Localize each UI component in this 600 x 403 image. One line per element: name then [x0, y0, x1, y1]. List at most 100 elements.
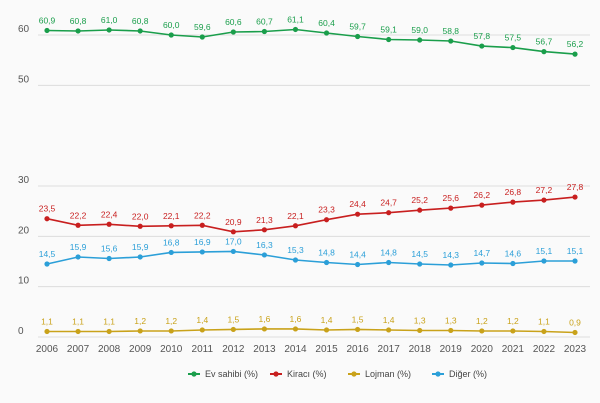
legend-item[interactable]: Ev sahibi (%) [188, 369, 258, 379]
data-point [261, 252, 268, 258]
data-point [386, 259, 392, 266]
data-point [106, 255, 112, 262]
y-tick-label: 60 [18, 24, 30, 35]
data-point [292, 257, 299, 263]
data-point [230, 248, 236, 255]
data-label: 56,2 [567, 39, 584, 49]
data-label: 1,2 [476, 316, 488, 326]
series-group: 60,9 60,8 61,0 60,8 60,0 59,6 60,6 60,7 61,1 60,4… [39, 14, 584, 336]
data-label: 25,2 [411, 195, 428, 205]
data-label: 22,2 [70, 210, 87, 220]
data-label: 57,8 [474, 31, 491, 41]
data-point [44, 27, 50, 34]
data-point [354, 211, 361, 217]
legend-item[interactable]: Lojman (%) [348, 369, 411, 379]
data-point [417, 261, 423, 267]
data-point [572, 258, 578, 264]
legend[interactable]: Ev sahibi (%) Kiracı (%) Lojman (%) Diğer (… [188, 369, 487, 379]
data-label: 1,1 [538, 316, 550, 326]
data-label: 14,3 [442, 250, 459, 260]
y-tick-label: 10 [18, 276, 30, 287]
series-line [46, 196, 576, 233]
data-label: 24,7 [380, 198, 397, 208]
data-label: 15,3 [287, 245, 304, 255]
data-point [137, 223, 143, 229]
data-label: 14,8 [318, 248, 335, 258]
data-label: 1,6 [258, 314, 270, 324]
data-point [510, 328, 516, 334]
data-point [323, 30, 330, 36]
y-axis: 0 10 20 30 50 60 [18, 24, 30, 337]
data-point [137, 254, 143, 260]
data-label: 23,5 [39, 204, 56, 214]
data-label: 24,4 [349, 199, 366, 209]
x-tick-label: 2009 [129, 344, 152, 355]
data-point [479, 43, 485, 49]
data-label: 14,7 [474, 248, 491, 258]
data-point [168, 223, 174, 229]
data-label: 59,6 [194, 22, 211, 32]
data-point [479, 202, 485, 208]
data-point [354, 326, 361, 333]
data-label: 58,8 [442, 26, 459, 36]
data-point [44, 216, 50, 222]
series-line [46, 250, 575, 266]
legend-item[interactable]: Kiracı (%) [270, 369, 327, 379]
data-label: 57,5 [505, 33, 522, 43]
data-point [230, 326, 236, 333]
data-label: 21,3 [256, 215, 273, 225]
data-label: 1,4 [383, 315, 395, 325]
data-label: 20,9 [225, 217, 242, 227]
legend-item[interactable]: Diğer (%) [432, 369, 487, 379]
data-point [106, 221, 112, 227]
series-line [47, 328, 576, 334]
data-label: 60,6 [225, 17, 242, 27]
data-point [417, 327, 423, 334]
data-label: 14,4 [349, 250, 366, 260]
data-label: 60,7 [256, 16, 273, 26]
data-label: 22,2 [194, 210, 211, 220]
data-point [386, 327, 392, 333]
data-point [448, 38, 454, 44]
data-point [541, 258, 547, 264]
data-label: 14,5 [39, 249, 56, 259]
x-tick-label: 2007 [67, 344, 90, 355]
data-label: 16,3 [256, 240, 273, 250]
data-label: 60,0 [163, 20, 180, 30]
x-tick-label: 2020 [471, 344, 494, 355]
data-label: 15,1 [536, 246, 553, 256]
data-label: 60,8 [70, 16, 87, 26]
data-label: 1,5 [352, 314, 364, 324]
x-tick-label: 2013 [253, 344, 276, 355]
data-label: 1,3 [445, 315, 457, 325]
data-point [261, 227, 268, 233]
data-label: 26,8 [505, 187, 522, 197]
x-tick-label: 2016 [346, 344, 369, 355]
legend-label: Kiracı (%) [287, 369, 327, 379]
x-tick-label: 2014 [284, 344, 307, 355]
data-point [137, 28, 143, 34]
data-point [106, 328, 112, 335]
data-label: 1,1 [72, 316, 84, 326]
series-0: 60,9 60,8 61,0 60,8 60,0 59,6 60,6 60,7 61,1 60,4… [39, 14, 584, 57]
data-label: 14,5 [411, 249, 428, 259]
x-tick-label: 2008 [98, 344, 121, 355]
data-point [386, 36, 392, 43]
data-point [354, 33, 361, 40]
data-label: 17,0 [225, 236, 242, 246]
data-point [292, 26, 299, 33]
series-2: 1,1 1,1 1,1 1,2 1,2 1,4 1,5 1,6 1,6 1,4 1,5 1,4 1,3 1… [41, 314, 581, 336]
data-point [44, 328, 50, 335]
data-label: 60,8 [132, 16, 149, 26]
data-label: 15,9 [132, 242, 149, 252]
data-point [168, 32, 174, 38]
grid-lines [38, 34, 590, 338]
data-point [292, 223, 299, 229]
data-point [386, 210, 392, 216]
data-point [541, 328, 547, 335]
data-point [572, 51, 578, 57]
data-label: 27,2 [536, 185, 553, 195]
data-point [199, 327, 205, 333]
data-label: 16,9 [194, 237, 211, 247]
data-label: 1,6 [290, 314, 302, 324]
